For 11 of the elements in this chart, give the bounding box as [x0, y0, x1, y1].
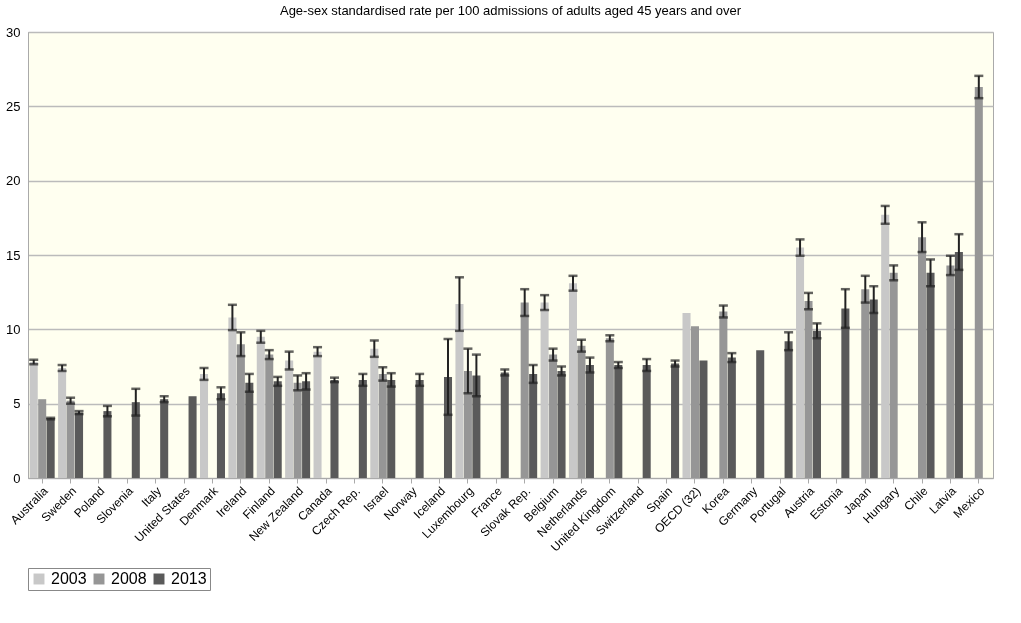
- y-tick-label: 0: [13, 470, 21, 486]
- y-tick-label: 30: [6, 24, 21, 40]
- legend-label: 2013: [171, 570, 207, 587]
- y-tick-label: 25: [6, 98, 21, 114]
- y-tick-label: 10: [6, 321, 21, 337]
- y-tick-label: 5: [13, 396, 21, 412]
- legend-label: 2008: [111, 570, 147, 587]
- chart-title: Age-sex standardised rate per 100 admissions of adults aged 45 years and over: [279, 3, 742, 18]
- y-tick-label: 20: [6, 173, 21, 189]
- legend-label: 2003: [51, 570, 87, 587]
- y-tick-label: 15: [6, 247, 21, 263]
